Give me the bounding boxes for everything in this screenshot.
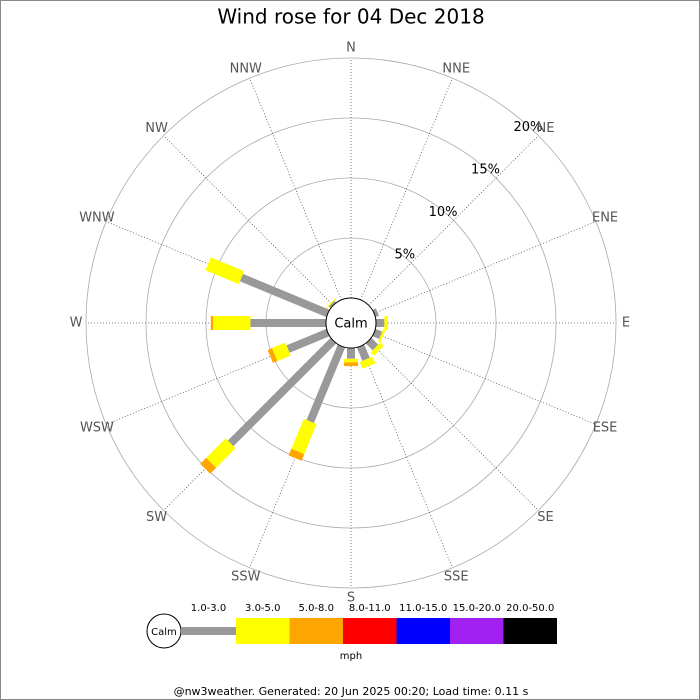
spoke <box>360 78 453 301</box>
ring-label: 10% <box>429 205 458 220</box>
legend-swatch <box>450 618 504 644</box>
legend-swatch <box>236 618 290 644</box>
direction-label: SSW <box>231 570 261 585</box>
ring-label: 15% <box>471 163 500 178</box>
direction-label: NNW <box>230 61 262 76</box>
petal-segment <box>200 457 217 474</box>
direction-label: W <box>70 316 83 331</box>
legend-swatch <box>289 618 343 644</box>
petal-segment <box>291 418 317 455</box>
direction-label: N <box>346 41 356 56</box>
calm-circle <box>325 297 377 349</box>
direction-label: SW <box>146 510 167 525</box>
legend-label: 1.0-3.0 <box>191 603 226 614</box>
spoke <box>373 332 596 425</box>
spoke <box>373 221 596 314</box>
direction-label: WSW <box>80 421 114 436</box>
chart-title: Wind rose for 04 Dec 2018 <box>217 5 484 29</box>
spoke <box>360 345 453 568</box>
legend-swatch <box>396 618 450 644</box>
petal-segment <box>239 273 330 318</box>
grid-ring <box>85 57 617 589</box>
direction-label: NNE <box>442 61 470 76</box>
direction-label: E <box>622 316 630 331</box>
petal-segment <box>372 308 379 318</box>
legend-label: 5.0-8.0 <box>299 603 334 614</box>
footer: @nw3weather. Generated: 20 Jun 2025 00:2… <box>174 685 529 698</box>
spoke <box>368 340 539 511</box>
petal-segment <box>267 348 278 363</box>
petal-segment <box>286 328 330 353</box>
petal-segment <box>370 342 384 356</box>
spoke <box>163 135 334 306</box>
legend-label: 15.0-20.0 <box>453 603 501 614</box>
petal-segment <box>359 356 376 369</box>
legend-calm-label: Calm <box>151 627 177 638</box>
direction-label: NE <box>536 121 554 136</box>
spoke <box>249 78 342 301</box>
legend-swatch <box>503 618 557 644</box>
petal-segment <box>378 328 386 343</box>
direction-label: SSE <box>444 570 469 585</box>
ring-label: 5% <box>394 247 415 262</box>
legend-swatch <box>181 627 236 635</box>
petal-segment <box>325 297 337 309</box>
direction-label: SE <box>537 510 553 525</box>
petal-segment <box>365 337 379 351</box>
legend-label: 20.0-50.0 <box>506 603 554 614</box>
petal-segment <box>206 438 236 468</box>
direction-label: NW <box>145 121 168 136</box>
petal-segment <box>227 337 337 447</box>
direction-label: WNW <box>79 210 115 225</box>
petal-segment <box>272 342 291 362</box>
unit-label: mph <box>340 651 362 662</box>
legend-swatch <box>343 618 397 644</box>
ring-label: 20% <box>513 120 542 135</box>
legend-label: 3.0-5.0 <box>245 603 280 614</box>
calm-label: Calm <box>334 317 367 332</box>
legend-label: 11.0-15.0 <box>399 603 447 614</box>
direction-label: ENE <box>592 210 618 225</box>
petal-segment <box>372 328 383 340</box>
legend-label: 8.0-11.0 <box>349 603 391 614</box>
petal-segment <box>205 257 245 285</box>
spoke <box>368 135 539 306</box>
petal-segment <box>306 344 346 424</box>
petal-segment <box>288 448 305 461</box>
petal-segment <box>356 344 370 361</box>
direction-label: ESE <box>593 421 618 436</box>
direction-label: S <box>347 591 355 606</box>
